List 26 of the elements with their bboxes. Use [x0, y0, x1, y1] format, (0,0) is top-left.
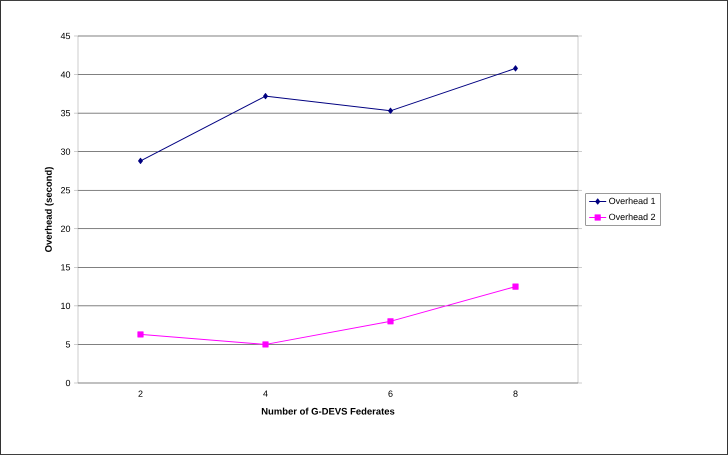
x-axis-title: Number of G-DEVS Federates	[262, 408, 394, 415]
y-tick-label: 20	[60, 226, 70, 232]
y-tick-label: 35	[60, 110, 70, 116]
point	[138, 158, 143, 164]
point	[512, 284, 519, 290]
point	[263, 93, 268, 100]
y-tick-label: 10	[61, 302, 70, 310]
point	[388, 108, 393, 114]
legend-label: Overhead 2	[609, 213, 656, 220]
x-tick-label: 2	[138, 390, 143, 397]
y-tick-label: 5	[66, 341, 70, 348]
y-tick-label: 40	[60, 71, 70, 78]
x-tick-label: 8	[513, 390, 518, 397]
y-axis-title: Overhead (second)	[44, 167, 54, 252]
x-tick-label: 6	[388, 390, 393, 397]
x-tick-label: 4	[263, 390, 268, 397]
y-tick-label: 0	[66, 380, 70, 386]
y-tick-label: 15	[61, 264, 70, 270]
y-tick-label: 30	[60, 148, 70, 155]
legend-label: Overhead 1	[609, 198, 656, 204]
point	[262, 341, 269, 348]
point	[137, 331, 144, 338]
point	[513, 65, 518, 72]
y-tick-label: 45	[60, 32, 70, 40]
point	[387, 318, 394, 324]
y-tick-label: 25	[60, 187, 70, 194]
